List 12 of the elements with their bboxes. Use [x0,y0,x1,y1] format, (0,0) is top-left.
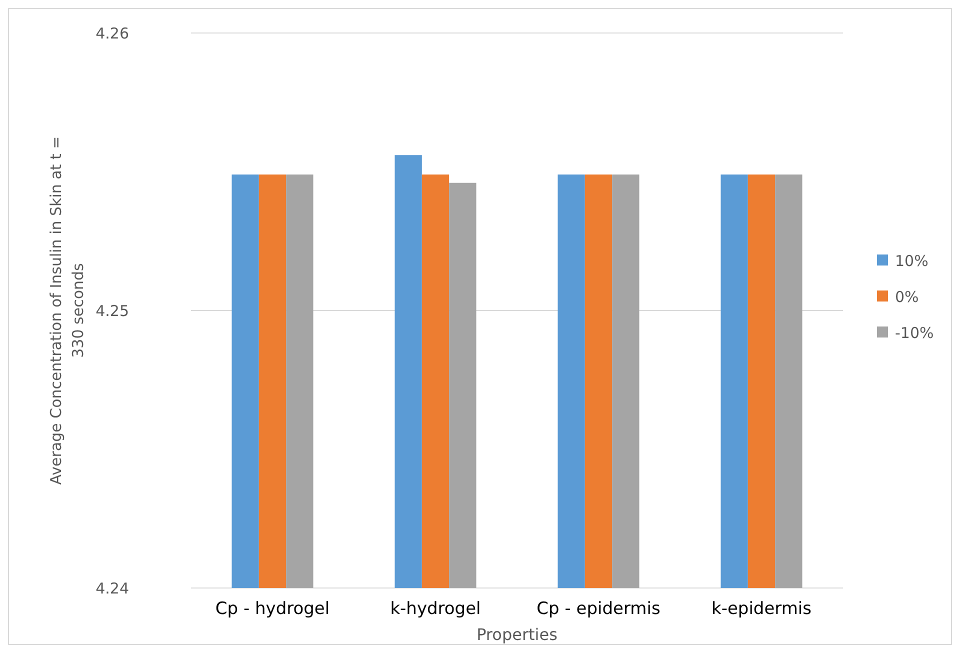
y-axis-title: Average Concentration of Insulin in Skin at t = 330 seconds [47,136,87,485]
x-tick-label: k-hydrogel [390,599,481,619]
legend-label: -10% [895,324,934,342]
y-tick-label: 4.25 [96,302,129,320]
y-tick-label: 4.24 [96,579,129,598]
x-tick-label: k-epidermis [711,599,812,619]
x-tick-label: Cp - epidermis [536,599,660,619]
legend-label: 0% [895,288,919,306]
x-axis-title: Properties [476,625,558,644]
y-tick-label: 4.26 [96,24,129,42]
x-tick-label: Cp - hydrogel [215,599,330,619]
legend-label: 10% [895,252,928,270]
